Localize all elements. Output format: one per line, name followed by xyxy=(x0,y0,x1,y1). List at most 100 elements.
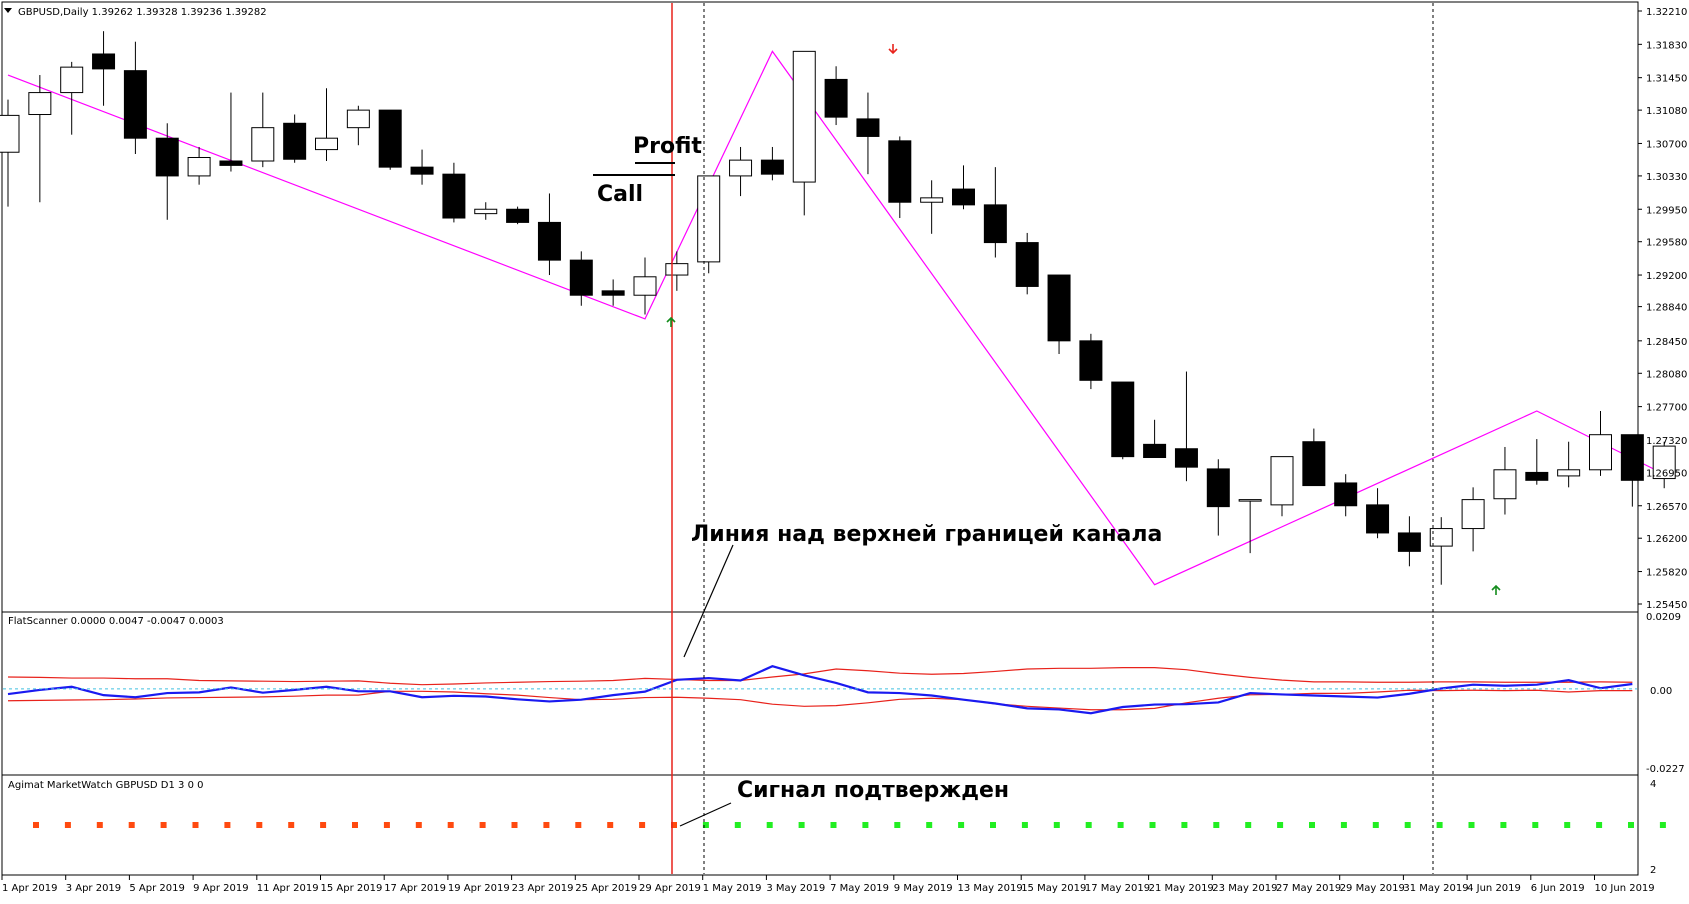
candle xyxy=(920,180,944,234)
time-axis-label: 7 May 2019 xyxy=(830,883,889,894)
bear-candle-body xyxy=(123,70,147,139)
bull-candle-body xyxy=(1461,499,1485,530)
bear-candle-body xyxy=(442,173,466,219)
agimat-buy-dot xyxy=(1340,822,1347,828)
agimat-buy-dot xyxy=(766,822,773,828)
time-axis-label: 9 May 2019 xyxy=(894,883,953,894)
candle xyxy=(792,50,816,216)
candle xyxy=(1174,371,1198,482)
candle xyxy=(1111,381,1135,460)
bull-candle-body xyxy=(474,208,498,215)
signal-confirmed-pointer xyxy=(679,802,732,827)
price-axis-label: 1.30700 xyxy=(1646,139,1687,150)
agimat-sell-dot xyxy=(415,822,422,828)
candle xyxy=(856,92,880,175)
time-axis-label: 27 May 2019 xyxy=(1276,883,1341,894)
bear-candle-body xyxy=(824,78,848,118)
candle xyxy=(1047,274,1071,354)
flatscanner-pane[interactable] xyxy=(1,611,1639,776)
price-axis-label: 1.29950 xyxy=(1646,205,1687,216)
candle xyxy=(1334,474,1358,517)
agimat-buy-dot xyxy=(894,822,901,828)
agimat-title: Agimat MarketWatch GBPUSD D1 3 0 0 xyxy=(8,780,204,791)
time-axis-label: 13 May 2019 xyxy=(958,883,1023,894)
bull-candle-body xyxy=(1589,434,1612,471)
flatscanner-signal-line xyxy=(7,665,1633,715)
agimat-buy-dot xyxy=(1436,822,1443,828)
price-axis-label: 1.31830 xyxy=(1646,40,1687,51)
agimat-buy-dot xyxy=(1085,822,1092,828)
time-axis-label: 15 Apr 2019 xyxy=(321,883,383,894)
bear-candle-body xyxy=(983,204,1007,244)
candle xyxy=(442,162,466,223)
bear-candle-body xyxy=(1206,468,1230,508)
flatscanner-lower-band xyxy=(7,689,1633,711)
arrow-head xyxy=(666,316,676,323)
candle xyxy=(219,92,243,172)
bear-candle-body xyxy=(1397,532,1421,552)
agimat-sell-dot xyxy=(671,822,677,828)
agimat-buy-dot xyxy=(702,822,709,828)
bull-candle-body xyxy=(251,127,275,162)
candle xyxy=(1557,441,1581,488)
main-pane-title: GBPUSD,Daily 1.39262 1.39328 1.39236 1.3… xyxy=(18,7,267,18)
agimat-axis-top: 4 xyxy=(1650,779,1656,790)
candle xyxy=(1302,428,1326,487)
price-axis-label: 1.28840 xyxy=(1646,303,1687,314)
agimat-sell-dot xyxy=(96,822,103,828)
candle xyxy=(1238,499,1262,554)
channel-line-label: Линия над верхней границей канала xyxy=(691,522,1162,547)
bear-candle-body xyxy=(219,160,243,166)
bear-candle-body xyxy=(952,188,975,206)
bear-candle-body xyxy=(283,122,307,160)
agimat-sell-dot xyxy=(639,822,646,828)
main-pane[interactable] xyxy=(1,1,1639,613)
bull-candle-body xyxy=(60,66,84,94)
price-axis-label: 1.26200 xyxy=(1646,534,1687,545)
buy-arrow-icon xyxy=(666,316,676,327)
bear-candle-body xyxy=(537,221,561,261)
agimat-sell-dot xyxy=(383,822,390,828)
bull-candle-body xyxy=(0,114,20,153)
agimat-sell-dot xyxy=(33,822,39,828)
agimat-buy-dot xyxy=(1117,822,1124,828)
candle xyxy=(1206,459,1230,536)
agimat-pane[interactable] xyxy=(1,774,1639,876)
agimat-buy-dot xyxy=(1181,822,1188,828)
time-axis-label: 5 Apr 2019 xyxy=(129,883,184,894)
candle xyxy=(346,105,370,146)
candle xyxy=(569,251,593,306)
price-axis-label: 1.26570 xyxy=(1646,502,1687,513)
agimat-buy-dot xyxy=(1628,822,1634,828)
agimat-buy-dot xyxy=(958,822,965,828)
time-axis-label: 29 May 2019 xyxy=(1340,883,1405,894)
candle xyxy=(1525,439,1549,485)
channel-line-pointer xyxy=(683,544,734,658)
candle xyxy=(1652,441,1676,489)
flatscanner-axis-zero: 0.00 xyxy=(1650,686,1672,697)
zigzag-line xyxy=(7,50,1665,586)
time-axis-label: 15 May 2019 xyxy=(1021,883,1086,894)
bear-candle-body xyxy=(155,137,179,177)
bull-candle-body xyxy=(920,197,944,203)
candle xyxy=(0,99,20,207)
agimat-sell-dot xyxy=(320,822,327,828)
agimat-buy-dot xyxy=(1149,822,1156,828)
bear-candle-body xyxy=(1111,381,1135,458)
price-axis-label: 1.25450 xyxy=(1646,600,1687,611)
candle xyxy=(60,61,84,135)
agimat-buy-dot xyxy=(1213,822,1220,828)
chart-menu-triangle-icon[interactable] xyxy=(4,8,12,13)
bear-candle-body xyxy=(888,140,912,203)
price-axis-label: 1.28080 xyxy=(1646,369,1687,380)
agimat-buy-dot xyxy=(1277,822,1284,828)
agimat-buy-dot xyxy=(1564,822,1571,828)
time-axis-label: 17 Apr 2019 xyxy=(384,883,446,894)
bull-candle-body xyxy=(346,109,370,129)
time-axis-label: 31 May 2019 xyxy=(1403,883,1468,894)
candle xyxy=(1589,411,1612,476)
agimat-sell-dot xyxy=(64,822,71,828)
candle xyxy=(378,109,402,170)
